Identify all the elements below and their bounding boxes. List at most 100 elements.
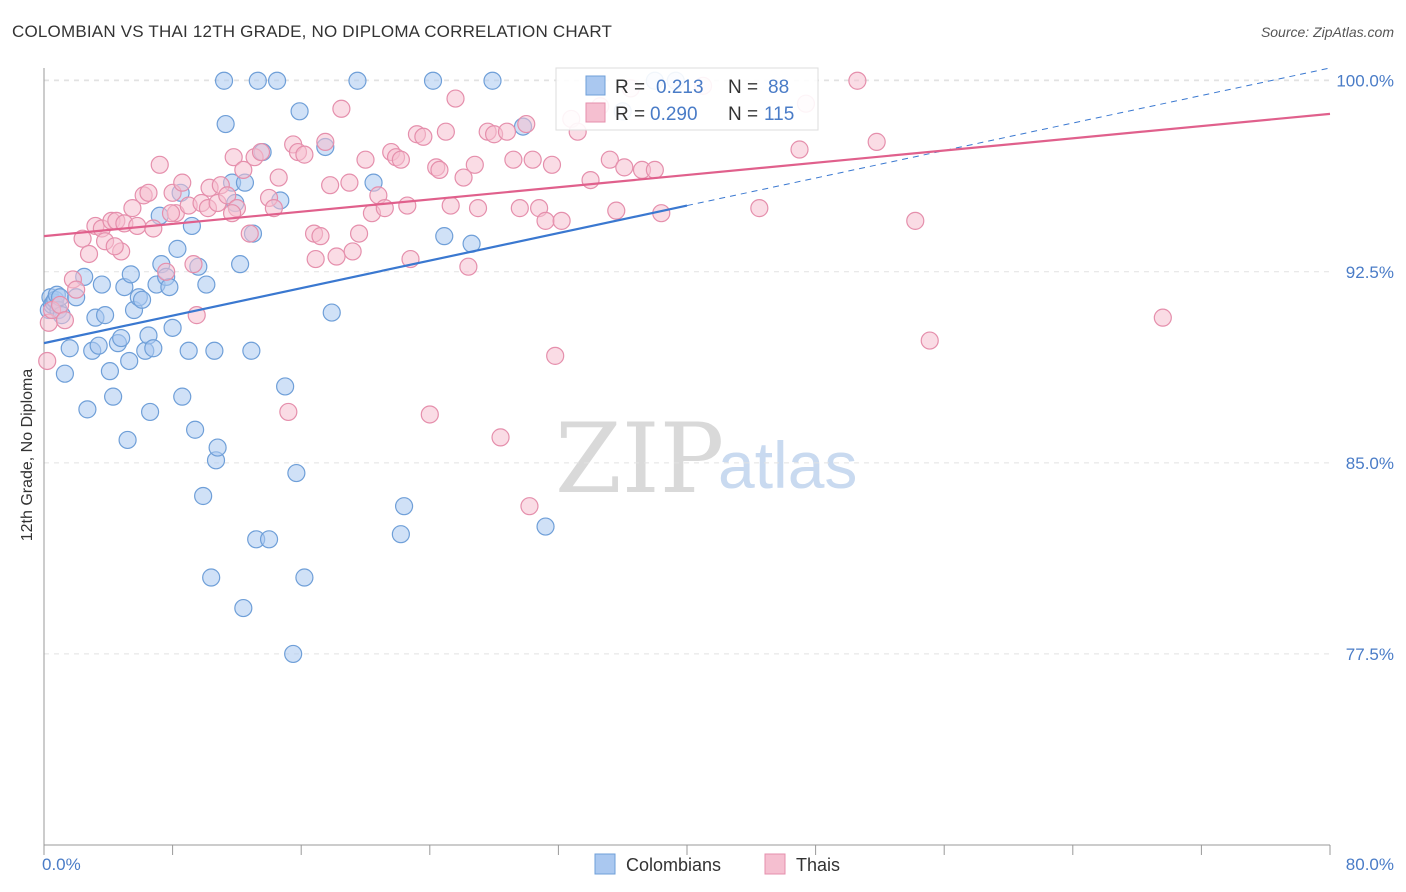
colombians-point: [231, 255, 250, 274]
thais-point: [398, 196, 417, 215]
thais-point: [536, 211, 555, 230]
thais-point: [157, 262, 176, 281]
colombians-point: [179, 341, 198, 360]
colombians-point: [295, 568, 314, 587]
colombians-point: [194, 486, 213, 506]
thais-point: [79, 244, 99, 264]
thais-point: [67, 280, 86, 299]
colombians-point: [248, 71, 267, 90]
legend-blue-n-value: 88: [768, 77, 789, 98]
colombians-point: [214, 71, 234, 90]
colombians-point: [112, 328, 131, 348]
thais-point: [234, 160, 253, 180]
colombians-point: [234, 598, 253, 618]
colombians-point: [348, 71, 367, 90]
thais-point: [848, 71, 867, 90]
thais-point: [343, 242, 362, 261]
thais-point: [414, 127, 433, 146]
legend-top: R = 0.213 N = 88 R = 0.290 N = 115: [555, 67, 819, 131]
thais-point: [173, 173, 192, 192]
thais-point: [332, 99, 351, 118]
thais-point: [391, 150, 410, 169]
colombians-point: [287, 463, 306, 483]
legend-bottom-thais-label[interactable]: Thais: [796, 855, 840, 875]
colombians-point: [435, 227, 454, 246]
colombians-point: [216, 114, 235, 134]
thais-point: [867, 132, 886, 151]
colombians-point: [205, 341, 224, 360]
legend-bottom-colombians-swatch[interactable]: [594, 853, 616, 875]
legend-pink-n-label: N =: [728, 104, 758, 125]
colombians-point: [95, 306, 115, 325]
colombians-point: [118, 430, 137, 450]
thais-point: [750, 199, 769, 218]
thais-point: [349, 224, 369, 243]
thais-point: [497, 122, 517, 141]
y-tick-label: 77.5%: [1346, 645, 1394, 664]
thais-point: [321, 176, 340, 195]
thais-point: [123, 199, 142, 218]
thais-point: [306, 249, 325, 269]
thais-trend-line: [43, 112, 1331, 238]
colombians-point: [100, 362, 120, 381]
trend-lines: [43, 67, 1331, 345]
colombians-point: [163, 318, 182, 337]
colombians-point: [168, 239, 187, 258]
thais-point: [510, 199, 529, 218]
colombians-point: [182, 216, 201, 236]
thais-point: [327, 247, 346, 266]
colombians-point: [144, 339, 163, 358]
legend-bottom-colombians-label[interactable]: Colombians: [626, 855, 721, 875]
thais-point: [491, 428, 510, 447]
colombians-trend-line: [43, 204, 688, 345]
colombians-point: [423, 71, 443, 90]
thais-point: [316, 132, 335, 151]
thais-point: [645, 160, 664, 180]
thais-point: [446, 89, 465, 108]
thais-point: [144, 219, 163, 238]
thais-point: [50, 295, 70, 315]
thais-point: [161, 204, 181, 223]
thais-point: [546, 346, 565, 365]
thais-point: [1153, 308, 1172, 327]
colombians-point: [92, 275, 111, 294]
thais-point: [581, 170, 600, 190]
thais-point: [240, 224, 259, 243]
colombians-point: [290, 102, 309, 121]
colombians-point: [322, 303, 341, 322]
colombians-point: [536, 517, 555, 536]
thais-point: [279, 402, 298, 422]
colombians-point: [140, 402, 160, 422]
thais-point: [465, 155, 484, 174]
colombians-point: [197, 275, 216, 294]
thais-point: [184, 255, 203, 274]
legend-bottom-thais-swatch[interactable]: [764, 853, 786, 875]
colombians-point: [208, 438, 227, 457]
thais-point: [139, 183, 158, 202]
legend-pink-n-value: 115: [764, 104, 794, 125]
y-tick-labels: 77.5% 85.0% 92.5% 100.0%: [1336, 72, 1394, 664]
thais-point: [73, 229, 92, 248]
thais-point: [520, 497, 539, 516]
thais-point: [218, 186, 237, 205]
watermark-zip: ZIP: [555, 403, 724, 515]
legend-bottom: Colombians Thais: [594, 853, 840, 875]
thais-point: [790, 140, 809, 159]
legend-blue-n-label: N =: [728, 77, 758, 98]
thais-point: [105, 237, 124, 256]
colombians-point: [483, 71, 502, 90]
colombians-point: [160, 277, 179, 297]
chart-title: COLOMBIAN VS THAI 12TH GRADE, NO DIPLOMA…: [12, 22, 613, 41]
colombians-point: [55, 364, 74, 383]
colombians-point: [267, 71, 287, 90]
thais-point: [600, 150, 619, 169]
thais-point: [269, 168, 288, 187]
colombians-point: [242, 341, 261, 360]
watermark-atlas: atlas: [718, 428, 857, 502]
y-axis-label: 12th Grade, No Diploma: [19, 369, 36, 542]
colombians-point: [394, 497, 414, 516]
colombians-point: [173, 387, 192, 406]
legend-pink-r-label: R =: [615, 104, 645, 125]
colombians-point: [132, 290, 152, 309]
thais-point: [224, 148, 243, 167]
